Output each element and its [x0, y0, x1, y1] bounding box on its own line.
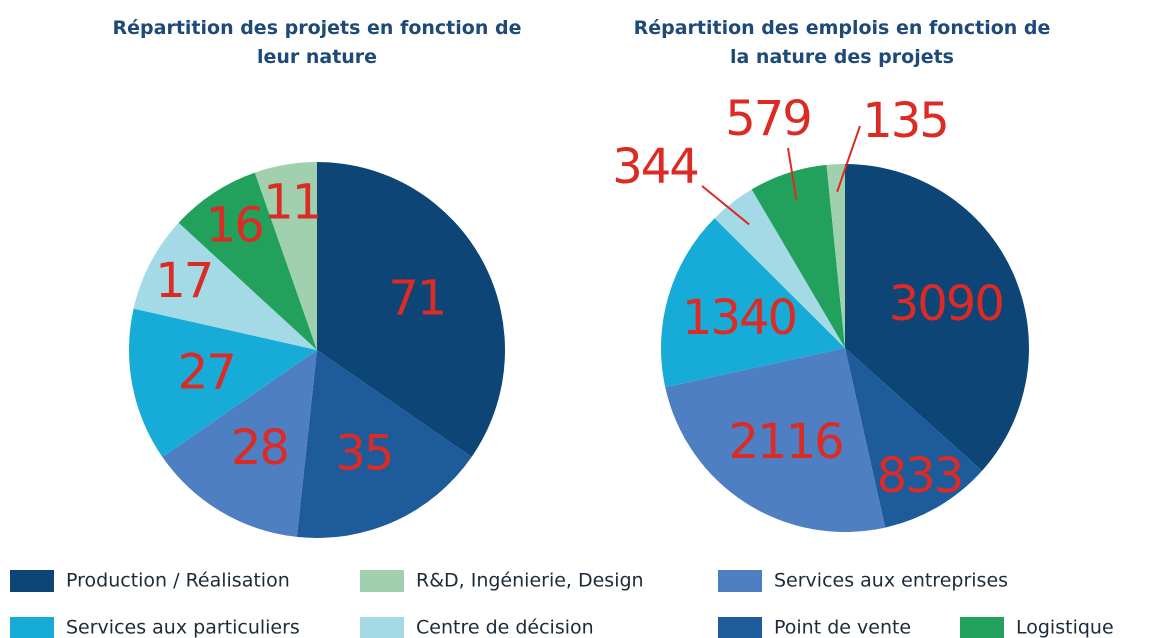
data-label: 344	[612, 139, 698, 195]
pie-slice	[317, 162, 506, 457]
data-label: 135	[862, 93, 948, 149]
legend-swatch	[960, 617, 1004, 638]
data-label: 3090	[889, 276, 1003, 332]
legend-swatch	[10, 570, 54, 592]
pie-slice	[296, 350, 472, 538]
pie-slice	[162, 350, 317, 537]
data-label: 27	[178, 344, 235, 400]
legend-label: Point de vente	[774, 617, 911, 638]
data-label: 71	[388, 271, 445, 327]
data-label: 833	[877, 448, 963, 504]
pie-slice	[178, 172, 317, 350]
data-label: 17	[155, 253, 212, 309]
legend-label: R&D, Ingénierie, Design	[416, 570, 644, 592]
legend-label: Logistique	[1016, 617, 1114, 638]
data-label: 11	[263, 175, 320, 231]
data-label: 2116	[729, 414, 843, 470]
pie-slice	[133, 222, 317, 350]
pie-slice	[128, 308, 317, 457]
legend-label: Centre de décision	[416, 617, 594, 638]
data-label: 28	[231, 420, 288, 476]
legend-label: Production / Réalisation	[66, 570, 290, 592]
pie-slice	[845, 348, 983, 528]
data-label: 579	[725, 91, 811, 147]
pie-slice	[254, 162, 317, 350]
pie-slice	[751, 164, 845, 348]
pie-slice	[826, 164, 845, 348]
legend-label: Services aux entreprises	[774, 570, 1008, 592]
leader-line	[787, 147, 798, 200]
chart-title: Répartition des emplois en fonction de l…	[633, 17, 1051, 68]
leader-line	[836, 125, 861, 193]
pie-slice	[714, 189, 845, 348]
data-label: 35	[335, 426, 392, 482]
legend-swatch	[718, 617, 762, 638]
chart-title: Répartition des projets en fonction de l…	[112, 17, 522, 68]
legend-swatch	[718, 570, 762, 592]
leader-line	[701, 185, 750, 226]
pie-slice	[661, 218, 845, 388]
legend-label: Services aux particuliers	[66, 617, 300, 638]
data-label: 16	[206, 197, 263, 253]
legend-swatch	[10, 617, 54, 638]
legend-swatch	[360, 570, 404, 592]
pie-slice	[665, 348, 886, 532]
data-label: 1340	[682, 290, 796, 346]
legend-swatch	[360, 617, 404, 638]
pie-slice	[845, 164, 1029, 471]
